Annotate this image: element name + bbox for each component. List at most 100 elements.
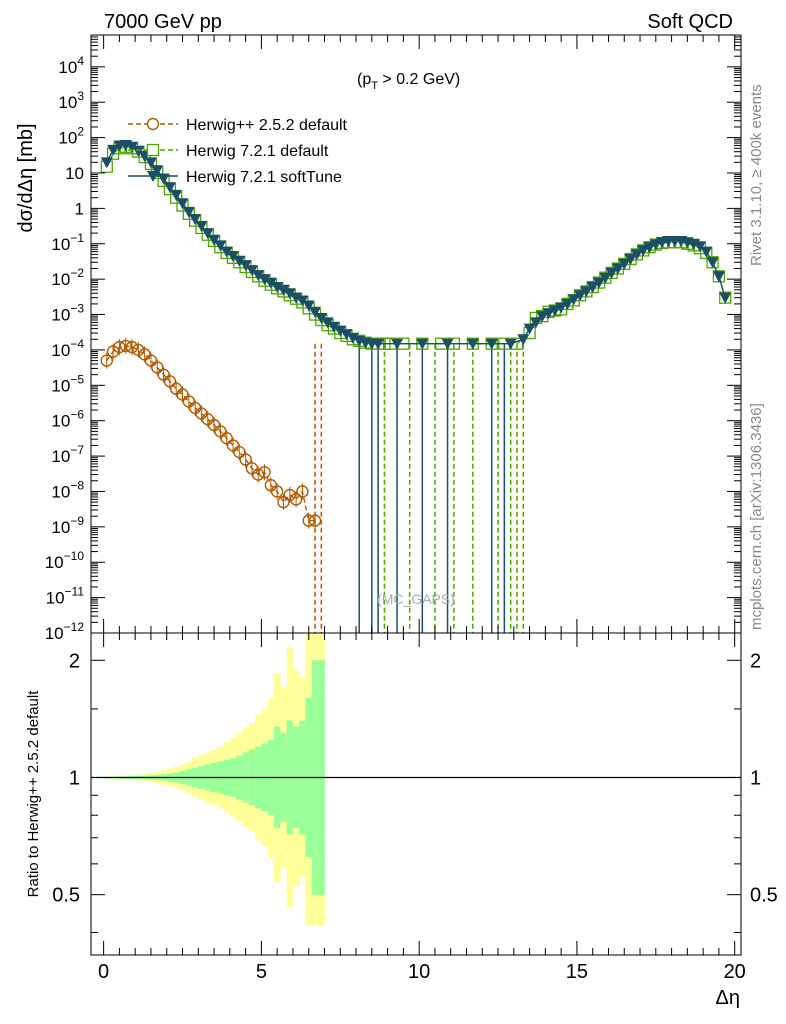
h721soft-point	[693, 241, 706, 253]
h721soft-point	[107, 144, 120, 156]
h721soft-point	[283, 288, 296, 300]
h721soft-point	[586, 282, 599, 294]
herwigpp-point	[163, 375, 177, 388]
h721soft-point	[649, 239, 662, 251]
h721soft-point	[599, 272, 612, 284]
h721soft-point	[176, 198, 189, 210]
h721soft-point	[245, 265, 258, 277]
h721soft-point	[151, 165, 164, 177]
h721soft-point	[593, 277, 606, 289]
h721soft-point	[226, 251, 239, 263]
h721soft-point	[700, 246, 713, 258]
y-tick-base: 10	[46, 589, 65, 608]
y-tick-base: 10	[51, 412, 70, 431]
y-tick-exponent: −7	[70, 443, 84, 457]
h721soft-point	[220, 246, 233, 258]
herwigpp-point	[144, 354, 158, 367]
y-tick-exponent: −4	[70, 337, 84, 351]
y-tick-label: 10−9	[51, 514, 84, 537]
cut-label: (pT > 0.2 GeV)	[357, 71, 460, 92]
main-plot-panel: 10410310210110−110−210−310−410−510−610−7…	[45, 34, 742, 643]
legend-label-0: Herwig++ 2.5.2 default	[186, 117, 348, 134]
h721soft-point	[144, 157, 157, 169]
h721soft-point	[529, 317, 542, 329]
h721soft-point	[214, 240, 227, 252]
x-tick-label: 15	[566, 961, 588, 983]
h721soft-point	[100, 157, 113, 169]
x-axis-title: Δη	[716, 987, 740, 1009]
h721soft-point	[441, 338, 454, 350]
legend: Herwig++ 2.5.2 default Herwig 7.2.1 defau…	[128, 117, 348, 186]
y-tick-label: 10−11	[46, 585, 85, 608]
h721soft-point	[372, 338, 385, 350]
herwigpp-point	[207, 418, 221, 432]
x-tick-label: 10	[408, 961, 430, 983]
mcplots-label: mcplots.cern.ch [arXiv:1306.3436]	[748, 403, 765, 630]
y-tick-exponent: −6	[70, 408, 84, 422]
ratio-y-axis-title: Ratio to Herwig++ 2.5.2 default	[25, 690, 42, 898]
ratio-plot-frame	[90, 632, 742, 956]
y-tick-base: 10	[65, 164, 84, 183]
y-tick-exponent: −10	[64, 549, 85, 563]
y-tick-base: 10	[58, 93, 77, 112]
herwigpp-point	[252, 468, 265, 481]
legend-label-2: Herwig 7.2.1 softTune	[186, 169, 342, 186]
y-tick-label: 10−8	[51, 478, 84, 501]
h721soft-point	[561, 298, 574, 310]
h721soft-point	[548, 305, 561, 317]
h721soft-point	[391, 338, 404, 350]
y-tick-label: 10−10	[45, 549, 85, 572]
cut-label-post: > 0.2 GeV)	[378, 71, 460, 88]
y-tick-label: 1	[75, 199, 84, 218]
h721soft-point	[485, 338, 498, 350]
h721soft-point	[302, 300, 315, 312]
herwigpp-point	[182, 395, 196, 408]
legend-marker-1	[146, 143, 160, 157]
y-tick-base: 10	[45, 553, 64, 572]
h721soft-point	[630, 249, 643, 261]
y-tick-base: 10	[51, 376, 70, 395]
y-tick-base: 10	[51, 447, 70, 466]
herwigpp-point	[132, 343, 145, 357]
h721soft-point	[466, 338, 479, 350]
herwigpp-point	[233, 445, 246, 459]
h721soft-point	[504, 338, 517, 350]
cut-label-pre: (p	[357, 71, 371, 88]
h721soft-point	[719, 292, 732, 304]
ratio-plot-panel: 0.5 0.51 12 20 5 10 15 20	[52, 632, 778, 983]
h721soft-point	[321, 317, 334, 329]
y-tick-label: 102	[58, 125, 84, 148]
ratio-y-tick-label: 1	[69, 767, 80, 789]
herwigpp-point	[302, 514, 315, 527]
h721soft-point	[132, 145, 145, 157]
y-tick-exponent: −8	[70, 478, 84, 492]
herwigpp-point	[151, 361, 164, 374]
herwigpp-point	[214, 425, 227, 438]
herwigpp-point	[226, 439, 240, 452]
herwigpp-point	[138, 348, 151, 361]
h721soft-point	[517, 334, 530, 346]
h721soft-point	[567, 294, 580, 306]
h721soft-point	[233, 255, 246, 267]
y-tick-exponent: 4	[77, 54, 84, 68]
y-tick-base: 10	[58, 129, 77, 148]
y-tick-label: 10−3	[51, 302, 84, 325]
watermark-label: (MC_GAPS)	[377, 591, 455, 607]
herwigpp-point	[308, 514, 322, 527]
h721soft-point	[290, 292, 303, 304]
y-tick-label: 10−5	[51, 372, 84, 395]
ratio-y-tick-label-right: 2	[750, 650, 761, 672]
y-tick-exponent: 3	[77, 89, 84, 103]
x-tick-label: 5	[256, 961, 267, 983]
y-tick-label: 10−12	[45, 620, 85, 643]
y-tick-label: 104	[58, 54, 84, 77]
herwigpp-point	[270, 485, 284, 498]
h721soft-point	[201, 228, 214, 240]
herwigpp-point	[106, 345, 120, 358]
herwigpp-point	[119, 339, 132, 353]
herwigpp-point	[239, 453, 252, 466]
h721soft-point	[574, 290, 587, 302]
y-tick-base: 10	[51, 518, 70, 537]
herwigpp-point	[113, 340, 126, 354]
